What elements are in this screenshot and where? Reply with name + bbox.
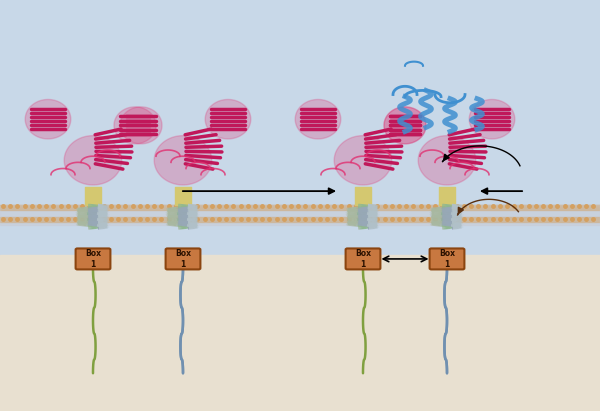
Polygon shape [114, 107, 156, 144]
FancyBboxPatch shape [430, 248, 464, 270]
Text: Box
1: Box 1 [85, 249, 101, 269]
Polygon shape [469, 99, 515, 139]
Polygon shape [384, 107, 426, 144]
Polygon shape [205, 99, 251, 139]
FancyBboxPatch shape [346, 248, 380, 270]
Text: Box
1: Box 1 [175, 249, 191, 269]
Bar [0, 255, 600, 411]
FancyBboxPatch shape [76, 248, 110, 270]
Polygon shape [334, 136, 392, 185]
FancyBboxPatch shape [166, 248, 200, 270]
Polygon shape [64, 136, 122, 185]
Polygon shape [25, 99, 71, 139]
Polygon shape [120, 107, 162, 144]
Polygon shape [154, 136, 212, 185]
Text: Box
1: Box 1 [355, 249, 371, 269]
Bar [0, 0, 600, 255]
Polygon shape [418, 136, 476, 185]
Polygon shape [295, 99, 341, 139]
Bar [0, 206, 600, 210]
Bar [0, 206, 600, 225]
Bar [0, 217, 600, 222]
Polygon shape [384, 107, 426, 144]
Text: Box
1: Box 1 [439, 249, 455, 269]
